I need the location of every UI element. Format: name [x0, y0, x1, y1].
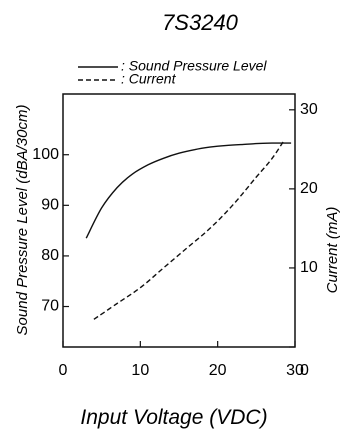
y-axis-right-label: Current (mA) — [324, 207, 341, 294]
current-series-line — [93, 141, 284, 320]
y-right-tick-label: 0 — [300, 362, 309, 379]
x-tick-label: 0 — [59, 362, 68, 379]
y-axis-left-label: Sound Pressure Level (dBA/30cm) — [14, 105, 31, 336]
legend: : Sound Pressure Level : Current — [78, 58, 267, 87]
legend-label-sound-pressure: : Sound Pressure Level — [121, 58, 267, 74]
y-left-tick-label: 100 — [32, 146, 59, 163]
sound-pressure-series-line — [85, 142, 292, 239]
x-tick-label: 30 — [286, 362, 304, 379]
y-left-tick-label: 70 — [41, 298, 59, 315]
y-right-tick-label: 30 — [300, 101, 318, 118]
chart-title: 7S3240 — [162, 10, 239, 35]
ticks-layer: 0 10 20 30 70 80 90 100 0 10 20 30 — [32, 101, 318, 379]
y-right-tick-label: 20 — [300, 180, 318, 197]
plot-frame — [62, 93, 296, 348]
y-left-tick-label: 80 — [41, 247, 59, 264]
x-tick-label: 10 — [131, 362, 149, 379]
series-layer — [85, 141, 292, 320]
y-left-tick-label: 90 — [41, 197, 59, 214]
legend-label-current: : Current — [121, 71, 177, 87]
x-axis-label: Input Voltage (VDC) — [80, 406, 267, 429]
y-right-tick-label: 10 — [300, 259, 318, 276]
x-tick-label: 20 — [209, 362, 227, 379]
